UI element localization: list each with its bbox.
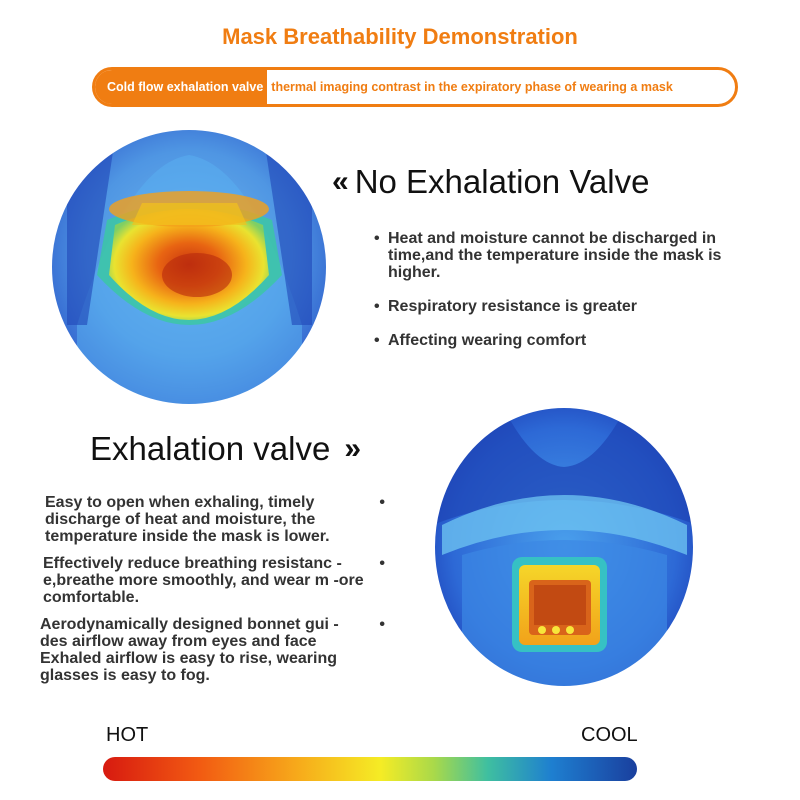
- thermal-image-with-valve: [433, 406, 695, 688]
- valve-heading: Exhalation valve »: [90, 430, 361, 468]
- subtitle-banner: Cold flow exhalation valve thermal imagi…: [92, 67, 738, 107]
- bullet-dot-icon: •: [379, 555, 385, 572]
- chevron-left-icon: «: [332, 165, 349, 198]
- valve-bullet-list: Easy to open when exhaling, timely disch…: [40, 494, 385, 694]
- thermal-image-no-valve: [50, 128, 328, 406]
- page-title: Mask Breathability Demonstration: [222, 24, 578, 49]
- scale-hot-label: HOT: [106, 724, 149, 746]
- no-valve-bullet: Heat and moisture cannot be discharged i…: [374, 230, 769, 281]
- chevron-right-icon: »: [344, 432, 361, 465]
- valve-heading-text: Exhalation valve: [90, 430, 331, 467]
- valve-bullet: Aerodynamically designed bonnet gui -des…: [40, 616, 385, 684]
- banner-text: thermal imaging contrast in the expirato…: [271, 80, 673, 94]
- no-valve-bullet-list: Heat and moisture cannot be discharged i…: [374, 230, 769, 366]
- no-valve-heading-text: No Exhalation Valve: [354, 163, 650, 200]
- valve-bullet: Easy to open when exhaling, timely disch…: [45, 494, 385, 545]
- no-valve-bullet: Affecting wearing comfort: [374, 332, 769, 349]
- bullet-dot-icon: •: [379, 616, 385, 633]
- banner-highlight: Cold flow exhalation valve: [95, 70, 268, 104]
- no-valve-heading: « No Exhalation Valve: [332, 163, 649, 201]
- valve-bullet: Effectively reduce breathing resistanc -…: [43, 555, 385, 606]
- bullet-dot-icon: •: [379, 494, 385, 511]
- no-valve-bullet: Respiratory resistance is greater: [374, 298, 769, 315]
- scale-cool-label: COOL: [581, 724, 638, 746]
- temperature-scale-bar: [103, 757, 637, 781]
